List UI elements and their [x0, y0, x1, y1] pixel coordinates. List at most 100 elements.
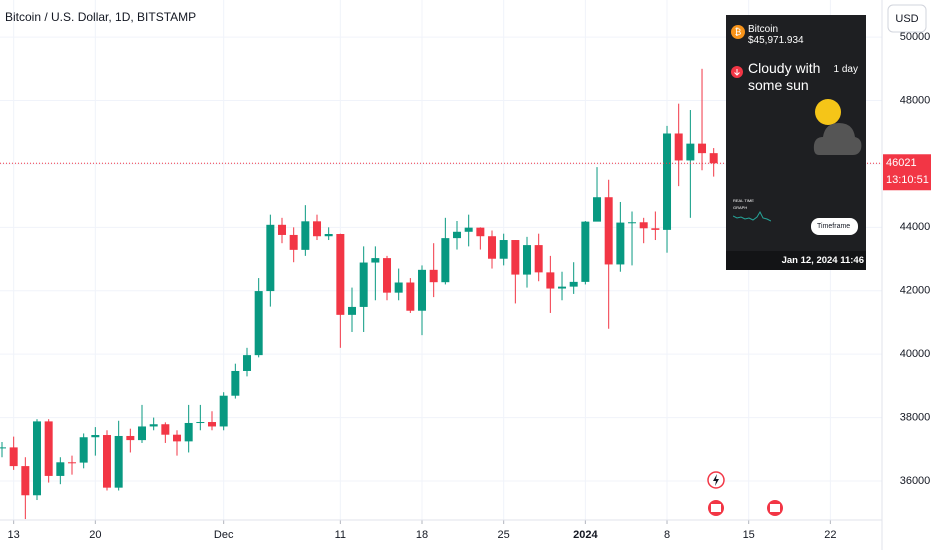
- y-tick-label: 48000: [900, 94, 931, 106]
- candle-body: [9, 447, 18, 467]
- x-tick-label: 18: [416, 529, 428, 541]
- candle-body: [219, 395, 228, 427]
- candle-body: [394, 282, 403, 293]
- x-tick-label: Dec: [214, 529, 234, 541]
- candle-body: [231, 370, 240, 396]
- candle-body: [126, 435, 135, 441]
- candle-body: [429, 269, 438, 283]
- candle-body: [651, 228, 660, 230]
- y-tick-label: 42000: [900, 285, 931, 297]
- y-tick-label: 50000: [900, 31, 931, 43]
- candle-body: [103, 435, 112, 488]
- timeframe-button[interactable]: [811, 218, 858, 235]
- weather-icon: [813, 99, 862, 155]
- candle-body: [254, 291, 263, 356]
- candle-body: [709, 153, 718, 164]
- candle-body: [359, 262, 368, 307]
- candle-body: [698, 143, 707, 154]
- candle-body: [523, 245, 532, 275]
- candle-body: [383, 258, 392, 293]
- x-tick-label: 11: [335, 529, 346, 541]
- candle-body: [21, 466, 30, 496]
- candle-body: [44, 421, 53, 476]
- svg-text:₿: ₿: [735, 27, 742, 37]
- x-tick-label: 15: [743, 529, 755, 541]
- candle-body: [453, 231, 462, 239]
- candle-body: [558, 286, 567, 289]
- countdown-label: 13:10:51: [886, 174, 929, 186]
- down-icon: [731, 66, 743, 78]
- candle-body: [674, 133, 683, 161]
- candle-body: [33, 421, 42, 496]
- candle-body: [324, 234, 333, 237]
- y-tick-label: 40000: [900, 348, 931, 360]
- candle-body: [639, 222, 648, 229]
- last-price-label: 46021: [886, 157, 917, 169]
- candle-body: [114, 435, 123, 488]
- candle-body: [266, 224, 275, 292]
- currency-button[interactable]: [887, 4, 927, 33]
- plot: [0, 0, 882, 524]
- widget-timestamp: Jan 12, 2024 11:46: [781, 255, 864, 266]
- x-tick-label: 8: [664, 529, 670, 541]
- candle-body: [68, 462, 77, 464]
- widget-footer: [726, 251, 866, 270]
- candle-body: [511, 240, 520, 275]
- candle-body: [371, 258, 380, 263]
- x-tick-label: 20: [89, 529, 101, 541]
- candle-body: [406, 282, 415, 311]
- widget-period: 1 day: [833, 64, 858, 75]
- y-tick-label: 36000: [900, 475, 931, 487]
- event-icons: [707, 471, 783, 516]
- candle-body: [593, 197, 602, 222]
- candle-body: [313, 221, 322, 237]
- candle-body: [138, 426, 147, 441]
- candle-body: [243, 355, 252, 371]
- x-tick-label: 25: [498, 529, 510, 541]
- candle-body: [278, 224, 287, 235]
- chart-title: Bitcoin / U.S. Dollar, 1D, BITSTAMP: [5, 10, 196, 24]
- candle-body: [208, 422, 217, 427]
- candle-body: [546, 272, 555, 289]
- candle-body: [663, 133, 672, 230]
- candle-body: [604, 197, 613, 265]
- x-tick-label: 13: [8, 529, 20, 541]
- y-tick-label: 38000: [900, 411, 931, 423]
- candle-body: [0, 447, 6, 449]
- candle-body: [149, 424, 158, 427]
- candle-body: [348, 306, 357, 315]
- y-tick-label: 44000: [900, 221, 931, 233]
- currency-label[interactable]: USD: [895, 13, 918, 25]
- x-tick-label: 22: [824, 529, 836, 541]
- candle-body: [91, 435, 100, 438]
- candle-body: [441, 238, 450, 283]
- candle-body: [56, 462, 65, 476]
- candle-body: [196, 422, 205, 424]
- candle-body: [464, 227, 473, 232]
- candle-body: [161, 424, 170, 435]
- widget-forecast: Cloudy with some sun: [748, 60, 821, 93]
- candle-body: [79, 437, 88, 463]
- candle-body: [569, 281, 578, 287]
- candle-body: [628, 222, 637, 224]
- candle-body: [581, 221, 590, 282]
- candle-body: [476, 227, 485, 237]
- candle-body: [616, 222, 625, 265]
- x-tick-label: 2024: [573, 529, 598, 541]
- candle-body: [488, 236, 497, 259]
- candle-body: [173, 434, 182, 442]
- candle-body: [499, 240, 508, 259]
- timeframe-label[interactable]: Timeframe: [817, 223, 851, 230]
- candle-body: [534, 245, 543, 273]
- candle-body: [184, 422, 193, 442]
- candle-body: [418, 269, 427, 311]
- sparkline: [733, 210, 771, 222]
- candle-body: [301, 221, 310, 250]
- last-price-box: [883, 154, 931, 191]
- candle-body: [289, 234, 298, 250]
- candle-body: [336, 234, 345, 315]
- candle-body: [686, 143, 695, 161]
- widget-price: $45,971.934: [748, 35, 804, 46]
